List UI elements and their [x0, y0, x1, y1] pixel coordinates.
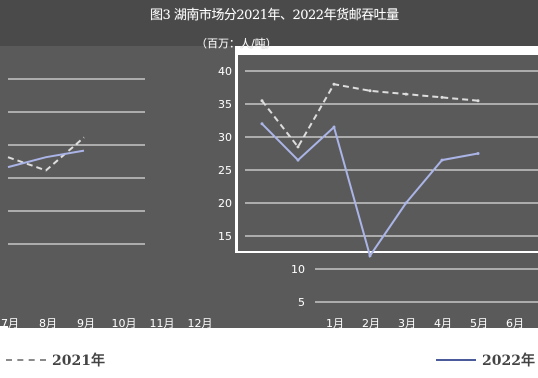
data-point-2021年-5月 [404, 92, 408, 96]
x-tick-label: 12月 [188, 317, 213, 330]
y-tick-label: 25 [218, 164, 232, 177]
legend-item-2022: 2022年 [436, 350, 535, 370]
x-tick-label: 3月 [398, 317, 416, 330]
right-panel-bg [238, 55, 538, 251]
x-tick-label: 10月 [112, 317, 137, 330]
legend-label-2021: 2021年 [52, 353, 105, 369]
data-point-2022年-2月 [296, 158, 300, 162]
y-tick-label: 20 [218, 197, 232, 210]
y-tick-label: 35 [218, 98, 232, 111]
legend-label-2022: 2022年 [482, 353, 535, 369]
data-point-2022年-1月 [260, 122, 264, 126]
data-point-2021年-3月 [332, 82, 336, 86]
data-point-2022年-5月 [404, 201, 408, 205]
legend-dashed-line-icon [6, 359, 46, 361]
x-tick-label: 5月 [470, 317, 488, 330]
y-tick-label: 40 [218, 65, 232, 78]
x-tick-label: 4月 [434, 317, 452, 330]
data-point-2021年-2月 [296, 145, 300, 149]
x-tick-label: 8月 [39, 317, 57, 330]
x-tick-label: 9月 [77, 317, 95, 330]
data-point-2021年-4月 [368, 89, 372, 93]
data-point-2021年-1月 [260, 99, 264, 103]
x-tick-label: 1月 [326, 317, 344, 330]
data-point-2022年-6月 [440, 158, 444, 162]
data-point-2022年-3月 [332, 125, 336, 129]
x-tick-label: 11月 [150, 317, 175, 330]
x-tick-label: 6月 [506, 317, 524, 330]
y-tick-label: 10 [291, 263, 305, 276]
data-point-2022年-7月 [476, 152, 480, 155]
bottom-panel-bg [8, 253, 538, 328]
x-tick-label: 2月 [362, 317, 380, 330]
data-point-2021年-7月 [476, 99, 480, 103]
series-line-2021-left [7, 136, 85, 172]
data-point-2022年-4月 [368, 254, 372, 258]
unit-label: （百万：人/吨） [196, 37, 277, 50]
x-tick-label: 7月 [1, 317, 19, 330]
y-tick-label: 15 [218, 230, 232, 243]
series-line-2022-left [7, 149, 85, 169]
legend-item-2021: 2021年 [6, 350, 105, 370]
y-tick-label: 5 [298, 296, 305, 309]
y-tick-label: 30 [218, 131, 232, 144]
header-band [0, 0, 538, 46]
data-point-2021年-6月 [440, 95, 444, 99]
chart-title: 图3 湖南市场分2021年、2022年货邮吞吐量 [150, 8, 399, 23]
legend-solid-line-icon [436, 359, 476, 361]
